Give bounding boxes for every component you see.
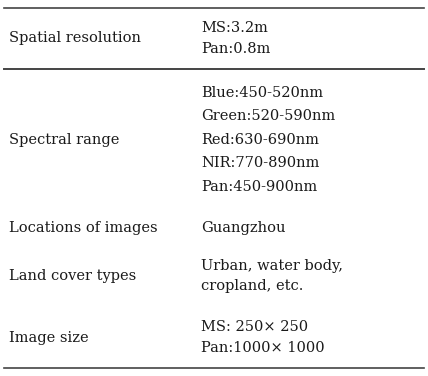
Text: cropland, etc.: cropland, etc. <box>201 279 303 294</box>
Text: Pan:0.8m: Pan:0.8m <box>201 41 270 56</box>
Text: Locations of images: Locations of images <box>9 221 157 235</box>
Text: Spectral range: Spectral range <box>9 133 119 147</box>
Text: Urban, water body,: Urban, water body, <box>201 259 343 273</box>
Text: Green:520-590nm: Green:520-590nm <box>201 109 336 123</box>
Text: Blue:450-520nm: Blue:450-520nm <box>201 86 323 100</box>
Text: MS: 250× 250: MS: 250× 250 <box>201 320 308 335</box>
Text: MS:3.2m: MS:3.2m <box>201 21 268 35</box>
Text: Pan:1000× 1000: Pan:1000× 1000 <box>201 341 325 355</box>
Text: Land cover types: Land cover types <box>9 269 136 283</box>
Text: Spatial resolution: Spatial resolution <box>9 31 140 45</box>
Text: Pan:450-900nm: Pan:450-900nm <box>201 180 318 194</box>
Text: NIR:770-890nm: NIR:770-890nm <box>201 156 320 170</box>
Text: Image size: Image size <box>9 331 88 345</box>
Text: Red:630-690nm: Red:630-690nm <box>201 133 319 147</box>
Text: Guangzhou: Guangzhou <box>201 221 285 235</box>
